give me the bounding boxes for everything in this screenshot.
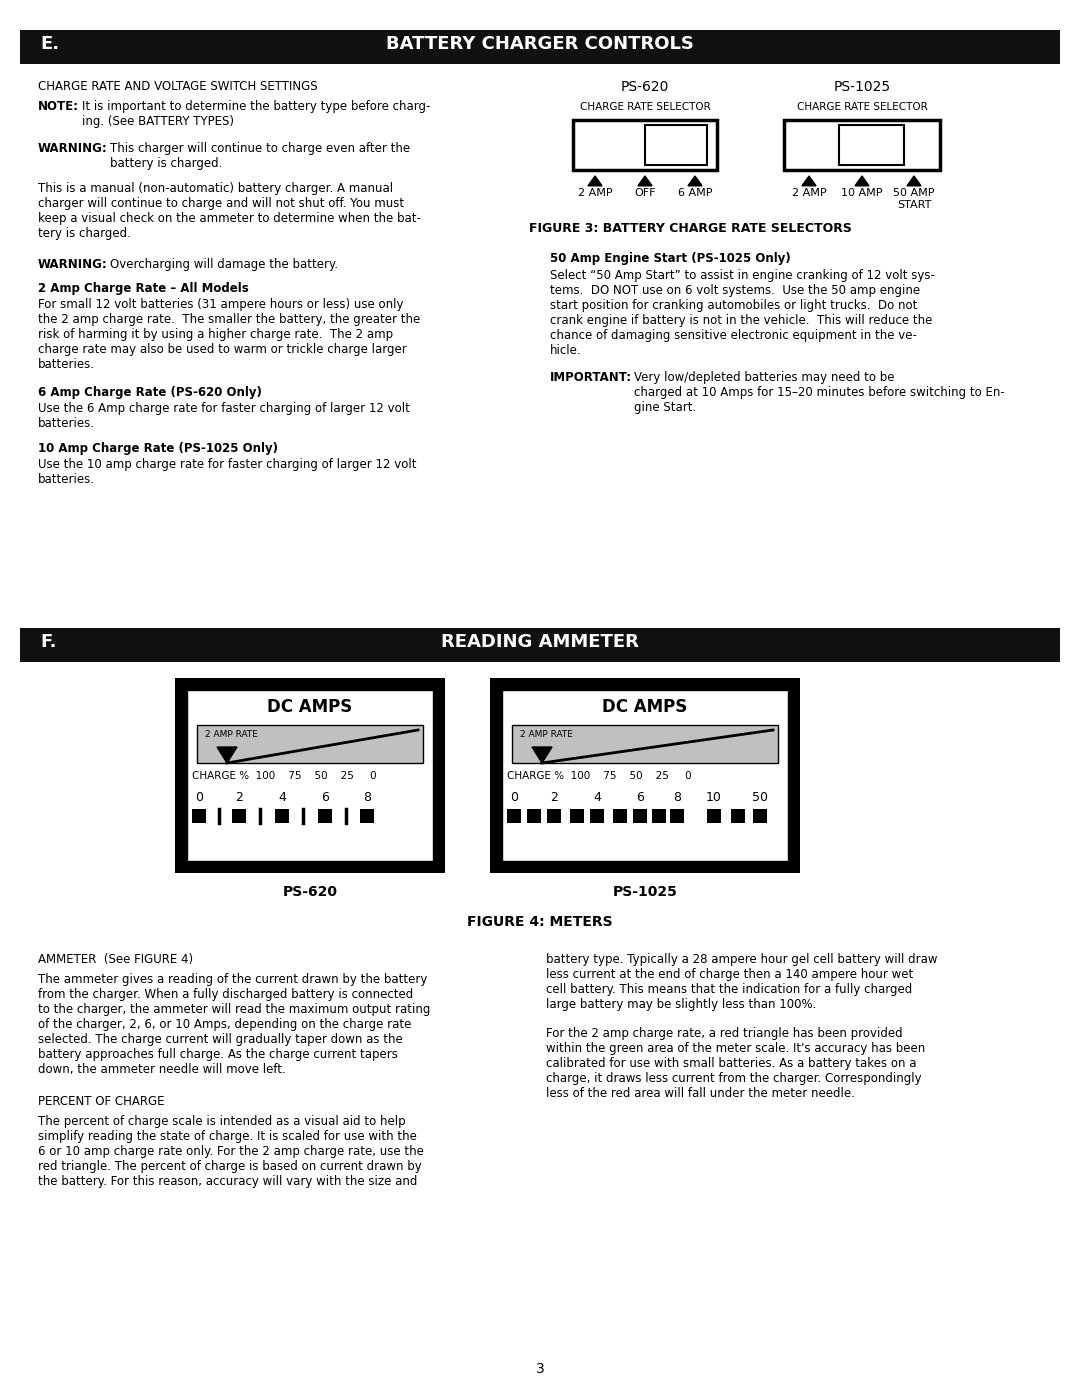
Text: 8: 8 [363, 791, 372, 805]
Polygon shape [688, 176, 702, 186]
Text: CHARGE RATE SELECTOR: CHARGE RATE SELECTOR [797, 102, 928, 112]
Bar [546, 809, 561, 823]
Text: 6: 6 [321, 791, 329, 805]
Bar [507, 809, 521, 823]
Text: Use the 10 amp charge rate for faster charging of larger 12 volt
batteries.: Use the 10 amp charge rate for faster ch… [38, 458, 417, 486]
Text: WARNING:: WARNING: [38, 258, 108, 271]
Text: 2 AMP RATE: 2 AMP RATE [205, 731, 258, 739]
Text: PS-1025: PS-1025 [612, 886, 677, 900]
Polygon shape [802, 176, 816, 186]
Text: PERCENT OF CHARGE: PERCENT OF CHARGE [38, 1095, 164, 1108]
Text: 3: 3 [536, 1362, 544, 1376]
Bar [490, 678, 800, 873]
Bar [502, 690, 788, 861]
Polygon shape [532, 747, 552, 763]
Bar [275, 809, 289, 823]
Bar [707, 809, 721, 823]
Text: 4: 4 [278, 791, 286, 805]
Bar [839, 124, 904, 165]
Bar [652, 809, 666, 823]
Bar [573, 120, 717, 170]
Text: Overcharging will damage the battery.: Overcharging will damage the battery. [110, 258, 338, 271]
Text: 2 AMP RATE: 2 AMP RATE [519, 731, 572, 739]
Text: Very low/depleted batteries may need to be
charged at 10 Amps for 15–20 minutes : Very low/depleted batteries may need to … [634, 372, 1004, 414]
Bar [512, 725, 778, 763]
Bar [197, 725, 423, 763]
Text: CHARGE RATE AND VOLTAGE SWITCH SETTINGS: CHARGE RATE AND VOLTAGE SWITCH SETTINGS [38, 80, 318, 94]
Text: DC AMPS: DC AMPS [268, 698, 353, 717]
Text: PS-620: PS-620 [283, 886, 337, 900]
Text: F.: F. [40, 633, 56, 651]
Text: CHARGE %  100    75    50    25     0: CHARGE % 100 75 50 25 0 [192, 771, 377, 781]
Text: NOTE:: NOTE: [38, 101, 79, 113]
Bar [731, 809, 745, 823]
Text: PS-620: PS-620 [621, 80, 670, 94]
Polygon shape [907, 176, 921, 186]
Text: For small 12 volt batteries (31 ampere hours or less) use only
the 2 amp charge : For small 12 volt batteries (31 ampere h… [38, 298, 420, 372]
Bar [590, 809, 604, 823]
Text: 6: 6 [636, 791, 644, 805]
Text: 10 AMP: 10 AMP [841, 189, 882, 198]
Bar [670, 809, 684, 823]
Text: 0: 0 [195, 791, 203, 805]
Text: 2 Amp Charge Rate – All Models: 2 Amp Charge Rate – All Models [38, 282, 248, 295]
Text: WARNING:: WARNING: [38, 142, 108, 155]
Polygon shape [638, 176, 652, 186]
Bar [192, 809, 206, 823]
Bar [570, 809, 584, 823]
Text: This charger will continue to charge even after the
battery is charged.: This charger will continue to charge eve… [110, 142, 410, 170]
Text: READING AMMETER: READING AMMETER [441, 633, 639, 651]
Polygon shape [588, 176, 602, 186]
Text: For the 2 amp charge rate, a red triangle has been provided
within the green are: For the 2 amp charge rate, a red triangl… [546, 1027, 926, 1099]
Bar [645, 124, 707, 165]
Text: PS-1025: PS-1025 [834, 80, 891, 94]
Text: CHARGE RATE SELECTOR: CHARGE RATE SELECTOR [580, 102, 711, 112]
Text: 10 Amp Charge Rate (PS-1025 Only): 10 Amp Charge Rate (PS-1025 Only) [38, 441, 278, 455]
Text: 50: 50 [752, 791, 768, 805]
Text: 2 AMP: 2 AMP [792, 189, 826, 198]
Text: BATTERY CHARGER CONTROLS: BATTERY CHARGER CONTROLS [386, 35, 694, 53]
Text: FIGURE 4: METERS: FIGURE 4: METERS [468, 915, 612, 929]
Text: battery type. Typically a 28 ampere hour gel cell battery will draw
less current: battery type. Typically a 28 ampere hour… [546, 953, 937, 1011]
Text: FIGURE 3: BATTERY CHARGE RATE SELECTORS: FIGURE 3: BATTERY CHARGE RATE SELECTORS [528, 222, 851, 235]
Text: 50 AMP
START: 50 AMP START [893, 189, 935, 210]
Text: E.: E. [40, 35, 59, 53]
Text: 6 Amp Charge Rate (PS-620 Only): 6 Amp Charge Rate (PS-620 Only) [38, 386, 261, 400]
Text: The percent of charge scale is intended as a visual aid to help
simplify reading: The percent of charge scale is intended … [38, 1115, 423, 1187]
Bar [187, 690, 433, 861]
Text: IMPORTANT:: IMPORTANT: [550, 372, 632, 384]
Bar [527, 809, 541, 823]
Text: 0: 0 [510, 791, 518, 805]
Bar [753, 809, 767, 823]
Text: 4: 4 [593, 791, 600, 805]
Text: This is a manual (non-automatic) battery charger. A manual
charger will continue: This is a manual (non-automatic) battery… [38, 182, 421, 240]
Text: 8: 8 [673, 791, 681, 805]
Bar [318, 809, 332, 823]
Text: The ammeter gives a reading of the current drawn by the battery
from the charger: The ammeter gives a reading of the curre… [38, 972, 430, 1076]
Bar [360, 809, 374, 823]
Bar [175, 678, 445, 873]
Text: 10: 10 [706, 791, 721, 805]
Bar [633, 809, 647, 823]
Bar [784, 120, 940, 170]
Text: 50 Amp Engine Start (PS-1025 Only): 50 Amp Engine Start (PS-1025 Only) [550, 251, 791, 265]
Text: 2 AMP: 2 AMP [578, 189, 612, 198]
Text: CHARGE %  100    75    50    25     0: CHARGE % 100 75 50 25 0 [507, 771, 691, 781]
Bar [613, 809, 627, 823]
Bar [21, 29, 1059, 64]
Text: AMMETER  (See FIGURE 4): AMMETER (See FIGURE 4) [38, 953, 193, 965]
Text: 6 AMP: 6 AMP [678, 189, 712, 198]
Polygon shape [855, 176, 869, 186]
Text: DC AMPS: DC AMPS [603, 698, 688, 717]
Text: Select “50 Amp Start” to assist in engine cranking of 12 volt sys-
tems.  DO NOT: Select “50 Amp Start” to assist in engin… [550, 270, 935, 358]
Bar [232, 809, 246, 823]
Text: OFF: OFF [634, 189, 656, 198]
Text: Use the 6 Amp charge rate for faster charging of larger 12 volt
batteries.: Use the 6 Amp charge rate for faster cha… [38, 402, 410, 430]
Text: It is important to determine the battery type before charg-
ing. (See BATTERY TY: It is important to determine the battery… [82, 101, 430, 129]
Polygon shape [217, 747, 237, 763]
Text: 2: 2 [235, 791, 243, 805]
Bar [21, 629, 1059, 662]
Text: 2: 2 [550, 791, 558, 805]
